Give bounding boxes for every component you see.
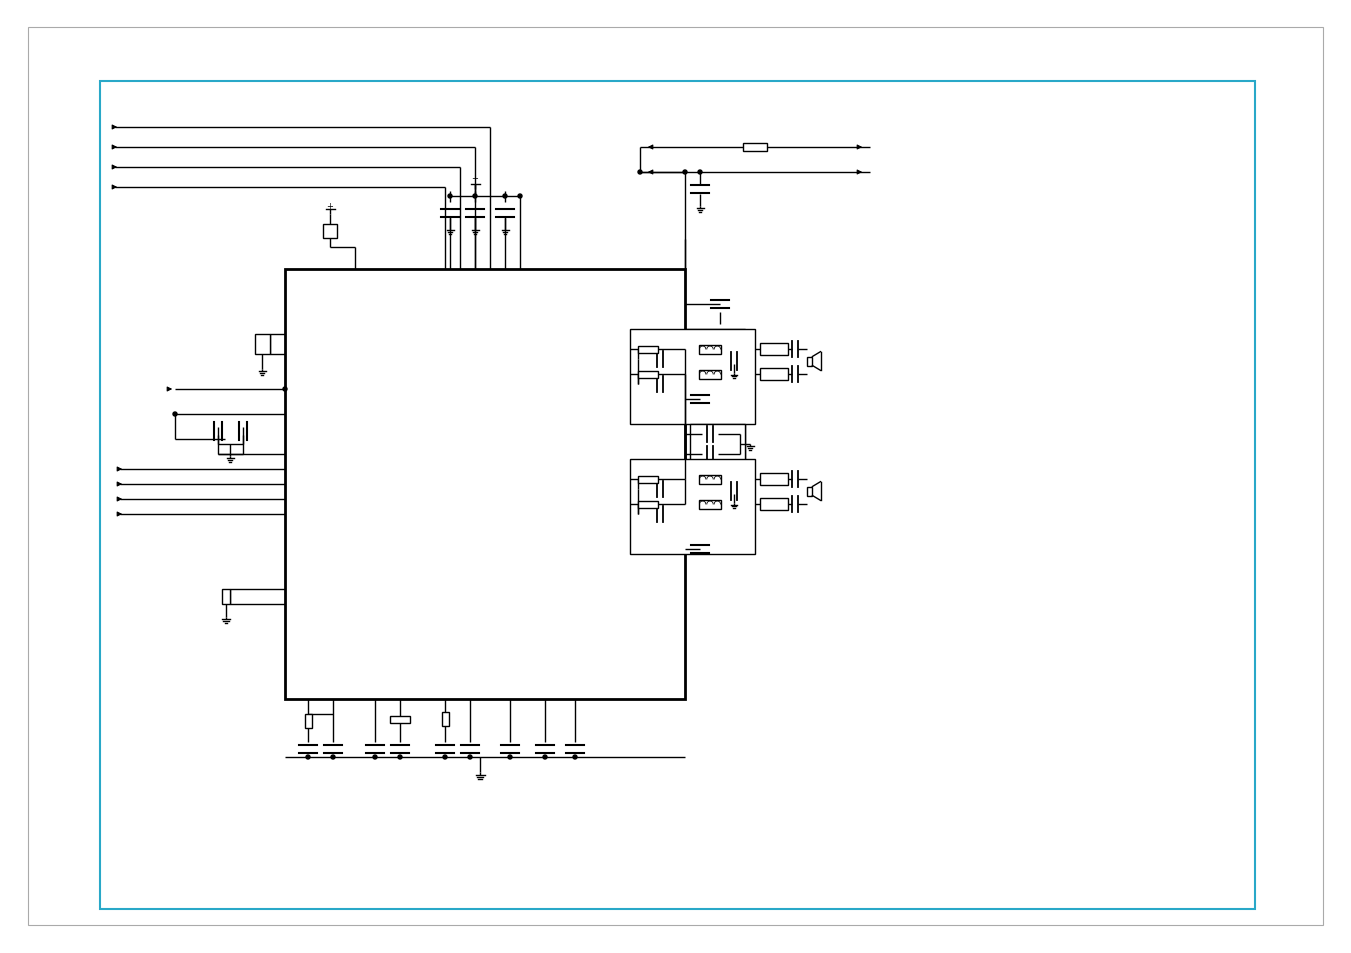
Circle shape xyxy=(698,171,703,174)
Bar xyxy=(698,500,721,509)
Bar xyxy=(638,346,658,354)
Circle shape xyxy=(331,755,335,760)
Circle shape xyxy=(373,755,377,760)
Bar xyxy=(807,487,812,496)
Circle shape xyxy=(467,755,471,760)
Circle shape xyxy=(638,171,642,174)
Circle shape xyxy=(684,171,688,174)
Bar xyxy=(638,476,658,483)
Bar xyxy=(685,330,744,535)
Bar xyxy=(761,474,788,485)
Bar xyxy=(304,714,312,728)
Bar xyxy=(323,225,336,239)
Bar xyxy=(222,589,230,604)
Text: +: + xyxy=(327,202,334,211)
Circle shape xyxy=(443,755,447,760)
Bar xyxy=(690,424,744,470)
Bar xyxy=(698,370,721,379)
Circle shape xyxy=(508,755,512,760)
Bar xyxy=(285,270,685,700)
Bar xyxy=(100,82,1255,909)
Circle shape xyxy=(282,388,286,392)
Circle shape xyxy=(543,755,547,760)
Bar xyxy=(638,371,658,378)
Bar xyxy=(743,144,767,152)
Circle shape xyxy=(473,194,477,199)
Bar xyxy=(698,475,721,484)
Circle shape xyxy=(573,755,577,760)
Circle shape xyxy=(449,194,453,199)
Bar xyxy=(761,369,788,380)
Bar xyxy=(442,712,449,726)
Bar xyxy=(761,344,788,355)
Bar xyxy=(698,345,721,355)
Circle shape xyxy=(399,755,403,760)
Bar xyxy=(390,716,409,722)
Circle shape xyxy=(305,755,309,760)
Bar xyxy=(255,335,270,355)
Circle shape xyxy=(503,194,507,199)
Bar xyxy=(807,357,812,366)
Bar xyxy=(630,330,755,424)
Bar xyxy=(761,498,788,511)
Bar xyxy=(630,459,755,555)
Circle shape xyxy=(517,194,521,199)
Bar xyxy=(638,501,658,508)
Text: +: + xyxy=(471,173,478,183)
Circle shape xyxy=(173,413,177,416)
